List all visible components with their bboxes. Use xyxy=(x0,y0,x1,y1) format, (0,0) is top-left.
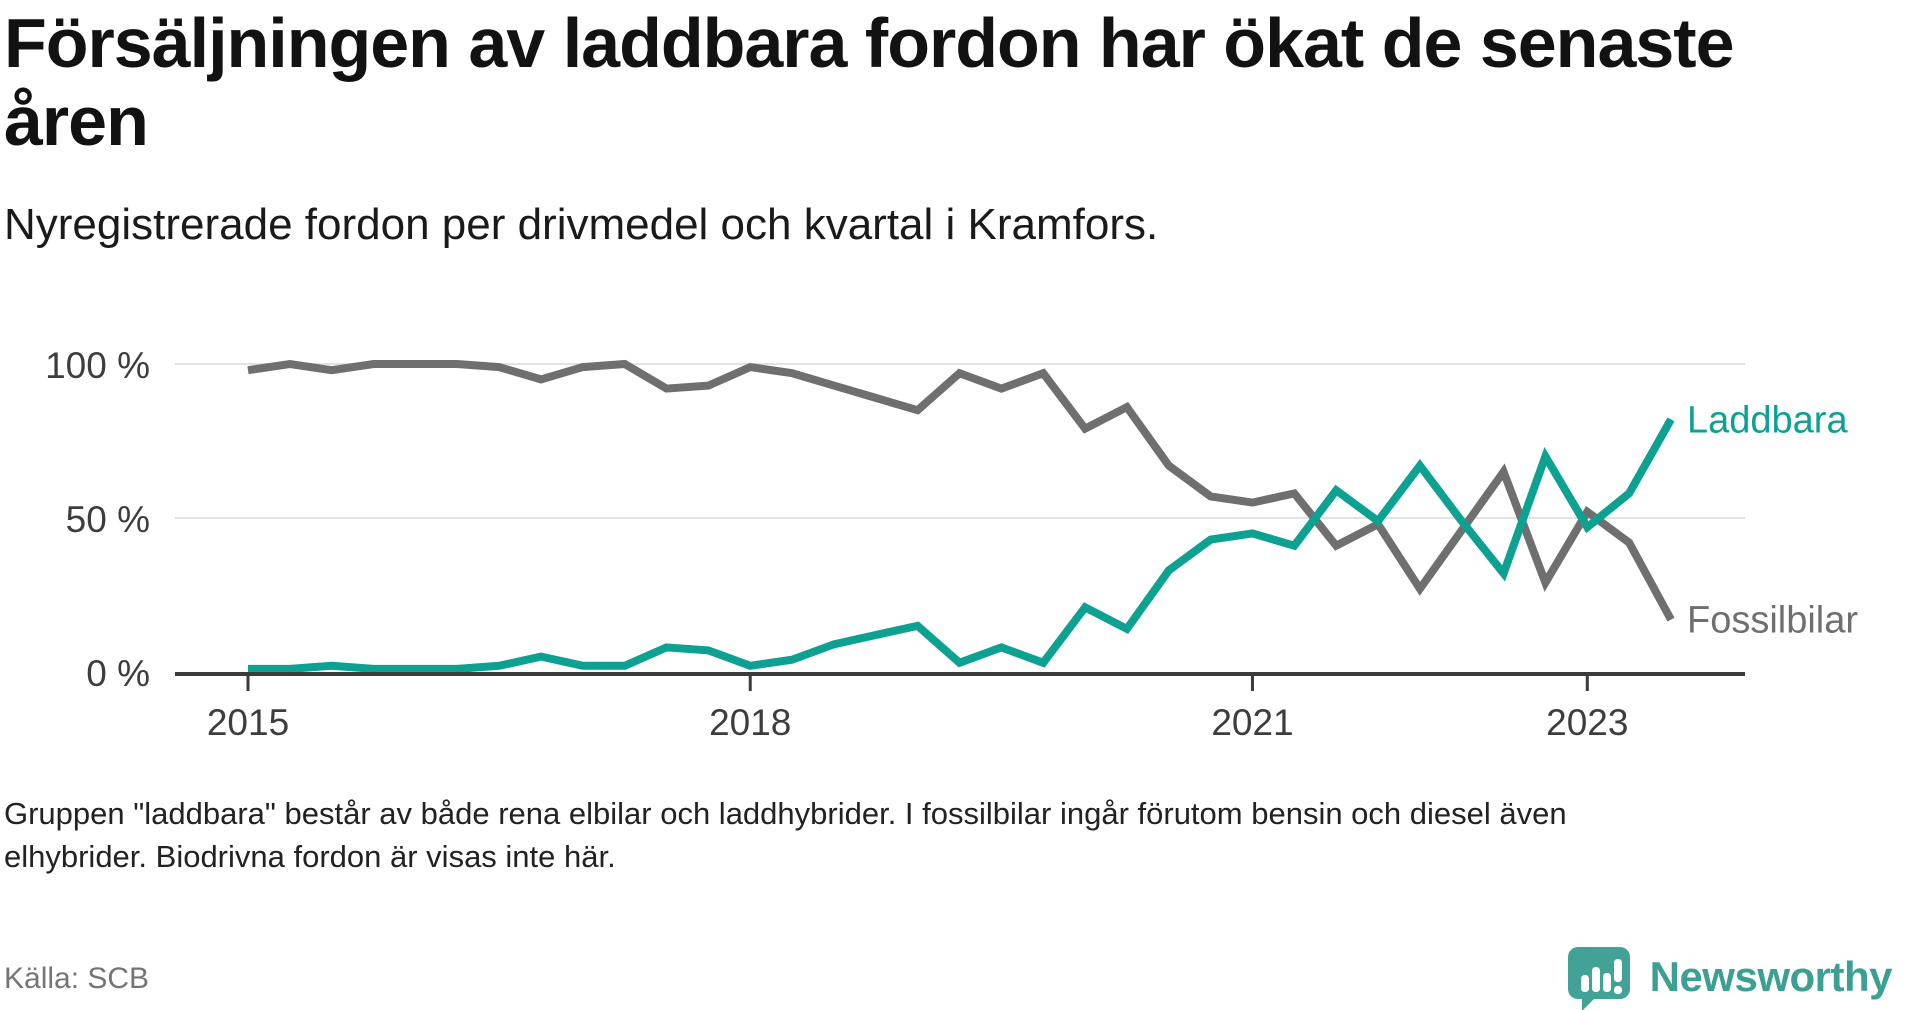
x-tick-label: 2015 xyxy=(207,702,289,743)
title-line-2: åren xyxy=(4,82,149,160)
axis-labels: 100 % 50 % 0 % 2015 2018 2021 2023 xyxy=(45,345,1628,743)
laddbara-line xyxy=(248,417,1675,673)
series-label-laddbara: Laddbara xyxy=(1687,399,1848,441)
footnote-line-1: Gruppen "laddbara" består av både rena e… xyxy=(4,796,1567,831)
x-tick-label: 2018 xyxy=(709,702,791,743)
y-tick-label: 100 % xyxy=(45,345,150,386)
fossilbilar-line xyxy=(247,359,1675,622)
chart-footnote: Gruppen "laddbara" består av både rena e… xyxy=(4,792,1567,878)
y-tick-label: 0 % xyxy=(86,653,150,694)
footnote-line-2: elhybrider. Biodrivna fordon är visas in… xyxy=(4,839,616,874)
newsworthy-speech-bubble-icon xyxy=(1567,947,1630,1010)
y-tick-label: 50 % xyxy=(66,499,150,540)
line-chart: 100 % 50 % 0 % 2015 2018 2021 2023 Laddbara Fo… xyxy=(45,345,1858,743)
x-tick-label: 2023 xyxy=(1546,702,1628,743)
brand-logo: Newsworthy xyxy=(1564,942,1893,1010)
title-line-1: Försäljningen av laddbara fordon har öka… xyxy=(4,4,1735,82)
source-credit: Källa: SCB xyxy=(4,962,150,995)
data-lines xyxy=(247,359,1675,673)
brand-name: Newsworthy xyxy=(1649,953,1893,1000)
series-label-fossilbilar: Fossilbilar xyxy=(1687,600,1858,642)
page-title: Försäljningen av laddbara fordon har öka… xyxy=(4,4,1735,160)
chart-subtitle: Nyregistrerade fordon per drivmedel och … xyxy=(4,200,1159,249)
x-tick-label: 2021 xyxy=(1211,702,1293,743)
x-axis xyxy=(175,672,1745,691)
